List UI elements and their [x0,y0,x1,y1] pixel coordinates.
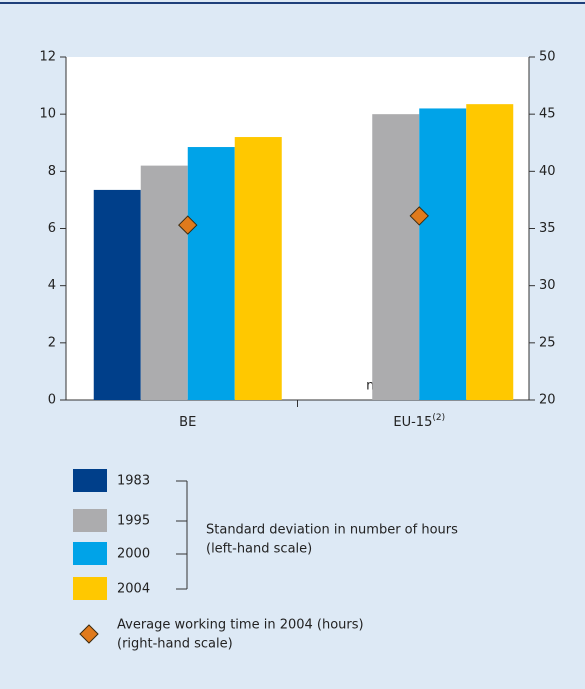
legend-label: 2000 [117,547,150,562]
y-tick-label: 12 [39,50,56,65]
x-tick-label: EU-15(2) [393,413,445,430]
legend-label: (right-hand scale) [117,637,233,652]
y-tick-label: 2 [48,335,56,350]
bar [466,104,514,400]
y2-tick-label: 45 [539,107,556,122]
y-tick-label: 0 [48,393,56,408]
y2-tick-label: 30 [539,278,556,293]
bar [372,114,420,401]
category-note: (2) [432,413,445,423]
legend-label: Average working time in 2004 (hours) [117,618,364,633]
y-tick-label: 10 [39,107,56,122]
y2-tick-label: 40 [539,164,556,179]
legend-label: 1995 [117,514,150,529]
legend-swatch [73,469,107,492]
legend-label: 2004 [117,582,150,597]
legend-swatch [73,509,107,532]
y-tick-label: 4 [48,278,56,293]
y-tick-label: 6 [48,221,56,236]
legend-diamond [79,624,99,644]
legend-swatch [73,577,107,600]
x-tick-label: BE [179,415,196,430]
bar [419,108,467,400]
y2-tick-label: 35 [539,221,556,236]
y-tick-label: 8 [48,164,56,179]
legend-label: 1983 [117,474,150,489]
category-name: BE [179,415,196,430]
bar [93,189,141,400]
category-name: EU-15 [393,415,432,430]
diamond-marker [409,206,429,226]
y2-tick-label: 20 [539,393,556,408]
top-rule [0,2,585,4]
y2-tick-label: 25 [539,335,556,350]
diamond-marker [178,215,198,235]
bar [234,137,282,401]
bar [140,165,188,400]
legend-group-label: (left-hand scale) [206,542,312,557]
y2-tick-label: 50 [539,50,556,65]
legend-group-label: Standard deviation in number of hours [206,523,458,538]
legend-swatch [73,542,107,565]
bar [187,147,235,400]
